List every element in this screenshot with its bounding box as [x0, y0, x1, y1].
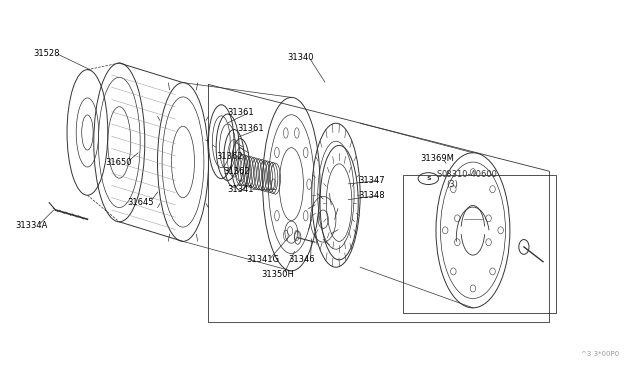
- Text: 31362: 31362: [223, 167, 250, 176]
- Text: 31361: 31361: [237, 124, 264, 133]
- Text: 31645: 31645: [127, 198, 154, 207]
- Bar: [403, 175, 556, 313]
- Text: 31361: 31361: [228, 108, 254, 117]
- Text: 31346: 31346: [288, 255, 315, 264]
- Text: 31350H: 31350H: [261, 270, 294, 279]
- Text: 31347: 31347: [358, 176, 385, 185]
- Text: 31341G: 31341G: [246, 255, 280, 264]
- Text: 31369M: 31369M: [420, 154, 454, 163]
- Text: 08310-40600: 08310-40600: [441, 170, 497, 179]
- Text: 31340: 31340: [287, 53, 314, 62]
- Text: 31348: 31348: [358, 191, 385, 200]
- Text: S: S: [436, 170, 442, 179]
- Text: (3): (3): [446, 180, 458, 189]
- Text: 31334A: 31334A: [15, 221, 48, 230]
- Text: 31650: 31650: [105, 157, 132, 167]
- Text: 31362: 31362: [217, 152, 243, 161]
- Text: 31341: 31341: [228, 185, 254, 194]
- Text: ^3 3*00P0: ^3 3*00P0: [581, 351, 620, 357]
- Text: 31528: 31528: [33, 49, 60, 58]
- Text: S: S: [426, 176, 431, 181]
